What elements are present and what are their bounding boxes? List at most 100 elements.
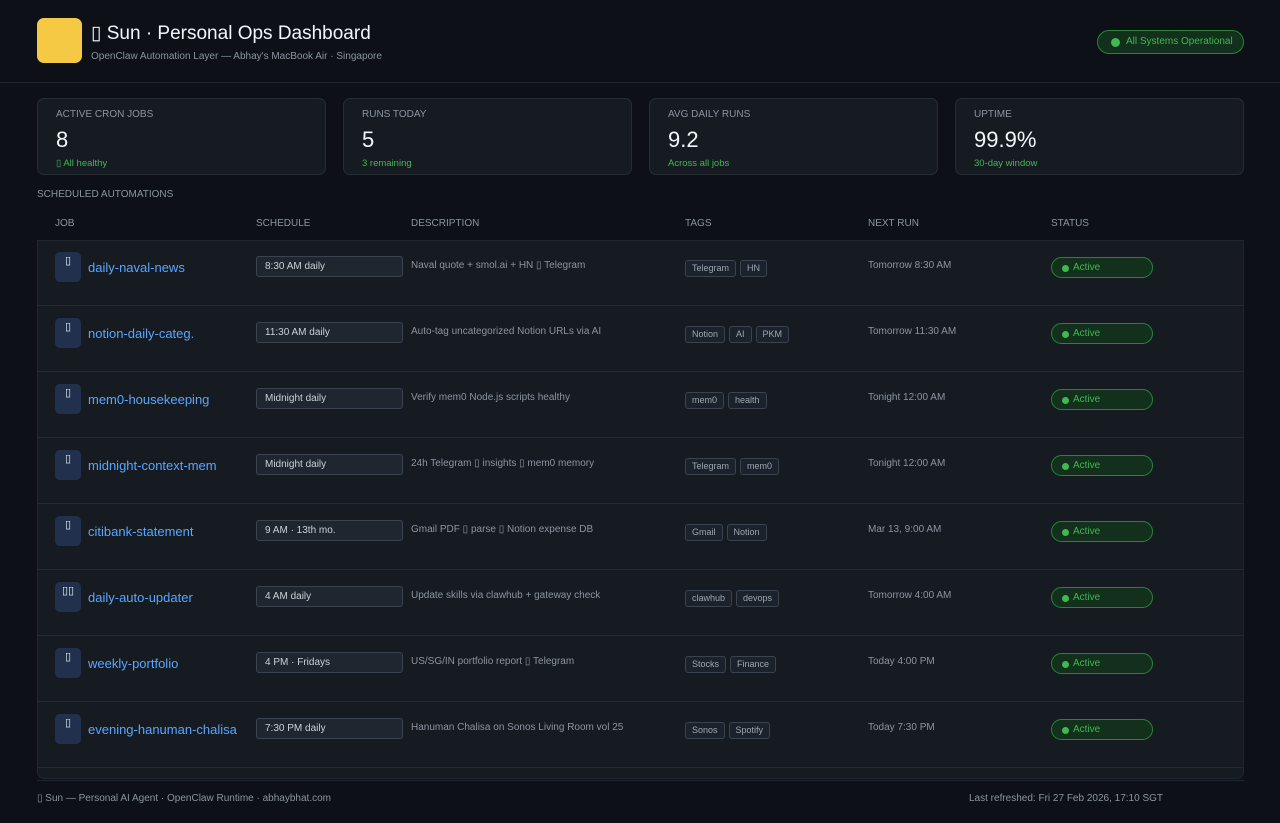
tag-chip: Spotify — [728, 722, 771, 739]
stat-card-active-cron-jobs: ACTIVE CRON JOBS 8 ▯ All healthy — [37, 98, 326, 175]
column-header-description: DESCRIPTION — [411, 218, 480, 229]
table-row[interactable]: ▯ citibank-statement 9 AM · 13th mo. Gmail … — [37, 504, 1244, 570]
status-badge: Active — [1051, 389, 1153, 410]
tag-list: Sonos Spotify — [685, 720, 774, 739]
tag-chip: Telegram — [685, 260, 737, 277]
table-row[interactable]: ▯ midnight-context-mem Midnight daily 24h T… — [37, 438, 1244, 504]
job-description: Verify mem0 Node.js scripts healthy — [411, 392, 570, 403]
stat-label: ACTIVE CRON JOBS — [56, 109, 154, 120]
tag-chip: devops — [736, 590, 780, 607]
job-icon: ▯▯ — [55, 582, 81, 612]
next-run-time: Tomorrow 4:00 AM — [868, 590, 952, 601]
system-status-badge: All Systems Operational — [1097, 30, 1244, 54]
job-description: Gmail PDF ▯ parse ▯ Notion expense DB — [411, 524, 594, 535]
status-dot-icon — [1111, 38, 1120, 47]
table-row[interactable]: ▯ notion-daily-categ. 11:30 AM daily Auto-t… — [37, 306, 1244, 372]
status-label: Active — [1073, 724, 1101, 735]
schedule-pill: 8:30 AM daily — [256, 256, 403, 277]
next-run-time: Mar 13, 9:00 AM — [868, 524, 942, 535]
stat-label: UPTIME — [974, 109, 1012, 120]
stat-label: AVG DAILY RUNS — [668, 109, 751, 120]
column-header-next-run: NEXT RUN — [868, 218, 919, 229]
page-title: ▯ Sun · Personal Ops Dashboard — [91, 23, 371, 44]
schedule-pill: 7:30 PM daily — [256, 718, 403, 739]
status-label: Active — [1073, 526, 1101, 537]
column-header-status: STATUS — [1051, 218, 1089, 229]
job-name-link[interactable]: weekly-portfolio — [88, 656, 179, 671]
column-header-schedule: SCHEDULE — [256, 218, 311, 229]
stat-subtext: 30-day window — [974, 158, 1038, 169]
tag-chip: mem0 — [685, 392, 725, 409]
job-name-link[interactable]: evening-hanuman-chalisa — [88, 722, 237, 737]
table-row[interactable]: ▯ daily-naval-news 8:30 AM daily Naval quot… — [37, 240, 1244, 306]
stat-subtext: Across all jobs — [668, 158, 730, 169]
job-name-link[interactable]: notion-daily-categ. — [88, 326, 195, 341]
status-dot-icon — [1062, 529, 1069, 536]
job-description: US/SG/IN portfolio report ▯ Telegram — [411, 656, 575, 667]
job-name-link[interactable]: midnight-context-mem — [88, 458, 217, 473]
job-name-link[interactable]: citibank-statement — [88, 524, 194, 539]
status-label: Active — [1073, 328, 1101, 339]
schedule-pill: Midnight daily — [256, 454, 403, 475]
tag-chip: Telegram — [685, 458, 737, 475]
job-description: Update skills via clawhub + gateway chec… — [411, 590, 601, 601]
column-header-job: JOB — [55, 218, 75, 229]
job-icon: ▯ — [55, 714, 81, 744]
tag-chip: Stocks — [685, 656, 727, 673]
stat-subtext: ▯ All healthy — [56, 158, 108, 169]
table-row[interactable]: ▯ weekly-portfolio 4 PM · Fridays US/SG/IN … — [37, 636, 1244, 702]
schedule-pill: 11:30 AM daily — [256, 322, 403, 343]
tag-chip: Notion — [685, 326, 726, 343]
job-description: 24h Telegram ▯ insights ▯ mem0 memory — [411, 458, 595, 469]
tag-list: Telegram mem0 — [685, 456, 783, 475]
footer-divider — [37, 780, 1244, 781]
tag-chip: Finance — [730, 656, 777, 673]
job-icon: ▯ — [55, 252, 81, 282]
status-dot-icon — [1062, 265, 1069, 272]
job-icon: ▯ — [55, 384, 81, 414]
stat-value: 8 — [56, 127, 69, 152]
job-name-link[interactable]: daily-auto-updater — [88, 590, 193, 605]
status-label: Active — [1073, 262, 1101, 273]
table-row[interactable]: ▯▯ daily-auto-updater 4 AM daily Update ski… — [37, 570, 1244, 636]
job-description: Hanuman Chalisa on Sonos Living Room vol… — [411, 722, 624, 733]
stat-subtext: 3 remaining — [362, 158, 412, 169]
table-row[interactable]: ▯ mem0-housekeeping Midnight daily Verify m… — [37, 372, 1244, 438]
job-icon: ▯ — [55, 648, 81, 678]
job-name-link[interactable]: mem0-housekeeping — [88, 392, 210, 407]
tag-list: clawhub devops — [685, 588, 783, 607]
tag-list: mem0 health — [685, 390, 771, 409]
stat-value: 99.9% — [974, 127, 1037, 152]
tag-chip: HN — [740, 260, 768, 277]
status-dot-icon — [1062, 331, 1069, 338]
status-label: Active — [1073, 592, 1101, 603]
table-row[interactable]: ▯ evening-hanuman-chalisa 7:30 PM daily Han… — [37, 702, 1244, 768]
status-badge: Active — [1051, 719, 1153, 740]
app-logo — [37, 18, 82, 63]
job-icon: ▯ — [55, 450, 81, 480]
header: ▯ Sun · Personal Ops Dashboard OpenClaw … — [0, 0, 1280, 83]
tag-list: Stocks Finance — [685, 654, 780, 673]
stat-value: 5 — [362, 127, 375, 152]
status-label: Active — [1073, 394, 1101, 405]
tag-list: Gmail Notion — [685, 522, 771, 541]
job-icon: ▯ — [55, 516, 81, 546]
status-dot-icon — [1062, 661, 1069, 668]
tag-chip: mem0 — [740, 458, 780, 475]
tag-chip: Notion — [726, 524, 767, 541]
next-run-time: Today 7:30 PM — [868, 722, 935, 733]
status-dot-icon — [1062, 727, 1069, 734]
system-status-label: All Systems Operational — [1126, 36, 1233, 47]
stat-card-uptime: UPTIME 99.9% 30-day window — [955, 98, 1244, 175]
tag-chip: PKM — [755, 326, 790, 343]
tag-chip: health — [728, 392, 767, 409]
next-run-time: Today 4:00 PM — [868, 656, 935, 667]
job-name-link[interactable]: daily-naval-news — [88, 260, 185, 275]
status-label: Active — [1073, 658, 1101, 669]
tag-chip: clawhub — [685, 590, 733, 607]
schedule-pill: 4 AM daily — [256, 586, 403, 607]
tag-list: Telegram HN — [685, 258, 771, 277]
schedule-pill: 9 AM · 13th mo. — [256, 520, 403, 541]
job-description: Naval quote + smol.ai + HN ▯ Telegram — [411, 260, 586, 271]
status-dot-icon — [1062, 397, 1069, 404]
